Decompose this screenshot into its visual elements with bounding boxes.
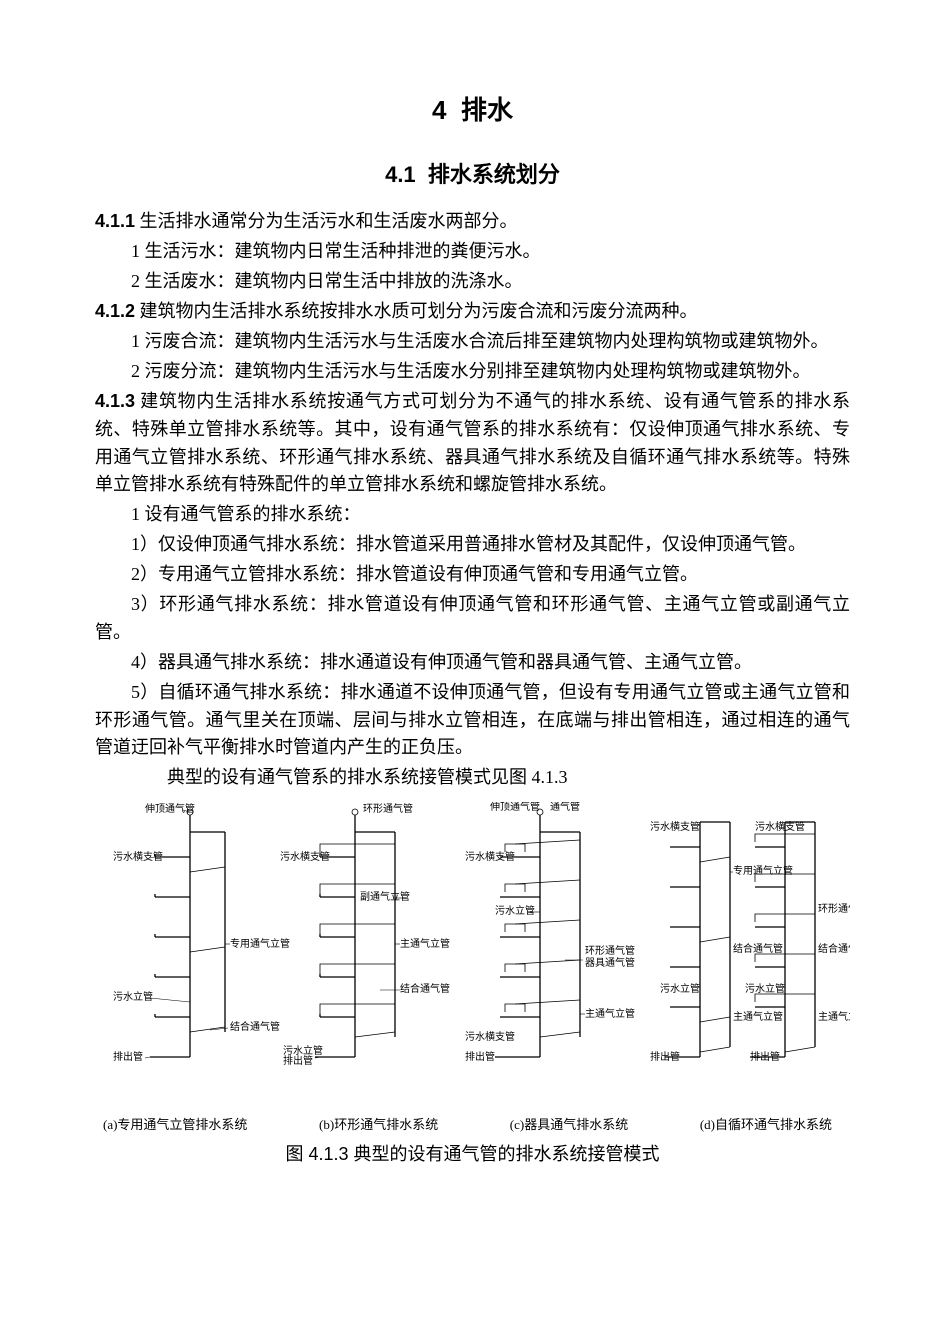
label-combined-vent: 结合通气管 xyxy=(733,942,783,955)
clause-number: 4.1.3 xyxy=(95,391,135,411)
label-branch: 污水横支管 xyxy=(465,850,515,863)
clause-text: 建筑物内生活排水系统按通气方式可划分为不通气的排水系统、设有通气管系的排水系统、… xyxy=(95,391,850,495)
chapter-name: 排水 xyxy=(461,95,513,125)
clause-413-sub-4: 4）器具通气排水系统：排水通道设有伸顶通气管和器具通气管、主通气立管。 xyxy=(95,649,850,677)
label-combined-vent: 结合通气管 xyxy=(230,1020,280,1033)
clause-number: 4.1.2 xyxy=(95,301,135,321)
label-branch2: 污水横支管 xyxy=(465,1030,515,1043)
panel-a: 伸顶通气管 污水横支 xyxy=(113,802,290,1063)
subcaption-b: (b)环形通气排水系统 xyxy=(319,1115,438,1135)
label-vent-top: 伸顶通气管 xyxy=(490,802,540,813)
label-outlet: 排出管 xyxy=(113,1050,143,1063)
clause-412: 4.1.2 建筑物内生活排水系统按排水水质可划分为污废合流和污废分流两种。 xyxy=(95,298,850,326)
figure-caption: 图 4.1.3 典型的设有通气管的排水系统接管模式 xyxy=(95,1141,850,1169)
label-branch: 污水横支管 xyxy=(755,820,805,833)
subcaption-a: (a)专用通气立管排水系统 xyxy=(103,1115,247,1135)
clause-411: 4.1.1 生活排水通常分为生活污水和生活废水两部分。 xyxy=(95,208,850,236)
clause-text: 生活排水通常分为生活污水和生活废水两部分。 xyxy=(135,211,518,231)
label-fixture-vent: 器具通气管 xyxy=(585,956,635,969)
label-sewage-riser: 污水立管 xyxy=(660,982,700,995)
clause-413-sublead: 1 设有通气管系的排水系统： xyxy=(95,501,850,529)
clause-411-item-2: 2 生活废水：建筑物内日常生活中排放的洗涤水。 xyxy=(95,268,850,296)
clause-413-sub-5: 5）自循环通气排水系统：排水通道不设伸顶通气管，但设有专用通气立管或主通气立管和… xyxy=(95,679,850,763)
section-name: 排水系统划分 xyxy=(428,162,560,187)
figure-413: 伸顶通气管 污水横支 xyxy=(95,802,850,1169)
clause-text: 建筑物内生活排水系统按排水水质可划分为污废合流和污废分流两种。 xyxy=(135,301,698,321)
label-sewage-riser: 污水立管 xyxy=(745,982,785,995)
clause-413: 4.1.3 建筑物内生活排水系统按通气方式可划分为不通气的排水系统、设有通气管系… xyxy=(95,388,850,500)
clause-number: 4.1.1 xyxy=(95,211,135,231)
svg-text:通气管: 通气管 xyxy=(550,802,580,813)
figure-subcaptions: (a)专用通气立管排水系统 (b)环形通气排水系统 (c)器具通气排水系统 (d… xyxy=(95,1111,850,1135)
label-sewage-riser: 污水立管 xyxy=(113,990,153,1003)
label-ring-vent: 环形通气管 xyxy=(818,902,850,915)
label-branch: 污水横支管 xyxy=(650,820,700,833)
figure-intro: 典型的设有通气管系的排水系统接管模式见图 4.1.3 xyxy=(95,764,850,792)
subcaption-d: (d)自循环通气排水系统 xyxy=(700,1115,832,1135)
label-outlet: 排出管 xyxy=(650,1050,680,1063)
label-main-vent: 主通气立管 xyxy=(818,1010,850,1023)
clause-412-item-1: 1 污废合流：建筑物内生活污水与生活废水合流后排至建筑物内处理构筑物或建筑物外。 xyxy=(95,328,850,356)
label-branch: 污水横支管 xyxy=(113,850,163,863)
label-main-vent: 主通气立管 xyxy=(585,1007,635,1020)
label-ring-vent: 环形通气管 xyxy=(585,944,635,957)
label-vent-top: 伸顶通气管 xyxy=(145,802,195,815)
figure-svg: 伸顶通气管 污水横支 xyxy=(95,802,850,1102)
label-branch: 污水横支管 xyxy=(280,850,330,863)
label-combined-vent: 结合通气管 xyxy=(400,982,450,995)
label-outlet: 排出管 xyxy=(465,1050,495,1063)
chapter-number: 4 xyxy=(432,95,446,125)
label-sub-vent: 副通气立管 xyxy=(360,890,410,903)
label-outlet: 排出管 xyxy=(750,1050,780,1063)
panel-b: 环形通气管 xyxy=(280,802,450,1067)
clause-413-sub-1: 1）仅设伸顶通气排水系统：排水管道采用普通排水管材及其配件，仅设伸顶通气管。 xyxy=(95,531,850,559)
label-main-vent: 主通气立管 xyxy=(733,1010,783,1023)
clause-413-sub-2: 2）专用通气立管排水系统：排水管道设有伸顶通气管和专用通气立管。 xyxy=(95,561,850,589)
panel-d: 污水横支管 污水横支管 专用通气立管 环形通气管 结合通气管 结合通气管 污水立… xyxy=(650,820,850,1063)
label-ring-vent: 环形通气管 xyxy=(363,802,413,815)
chapter-title: 4 排水 xyxy=(95,90,850,130)
svg-text:排出管: 排出管 xyxy=(283,1054,313,1067)
label-dedicated-vent: 专用通气立管 xyxy=(230,937,290,950)
section-title: 4.1 排水系统划分 xyxy=(95,158,850,192)
clause-413-sub-3: 3）环形通气排水系统：排水管道设有伸顶通气管和环形通气管、主通气立管或副通气立管… xyxy=(95,591,850,647)
label-dedicated-vent: 专用通气立管 xyxy=(733,864,793,877)
clause-411-item-1: 1 生活污水：建筑物内日常生活种排泄的粪便污水。 xyxy=(95,238,850,266)
clause-412-item-2: 2 污废分流：建筑物内生活污水与生活废水分别排至建筑物内处理构筑物或建筑物外。 xyxy=(95,358,850,386)
label-main-vent: 主通气立管 xyxy=(400,937,450,950)
panel-c: 伸顶通气管 通气管 污水横支管 污水立管 环形通气管 器具通气管 xyxy=(465,802,635,1063)
subcaption-c: (c)器具通气排水系统 xyxy=(510,1115,628,1135)
label-sewage-riser: 污水立管 xyxy=(495,904,535,917)
section-number: 4.1 xyxy=(385,162,416,187)
label-combined-vent: 结合通气管 xyxy=(818,942,850,955)
